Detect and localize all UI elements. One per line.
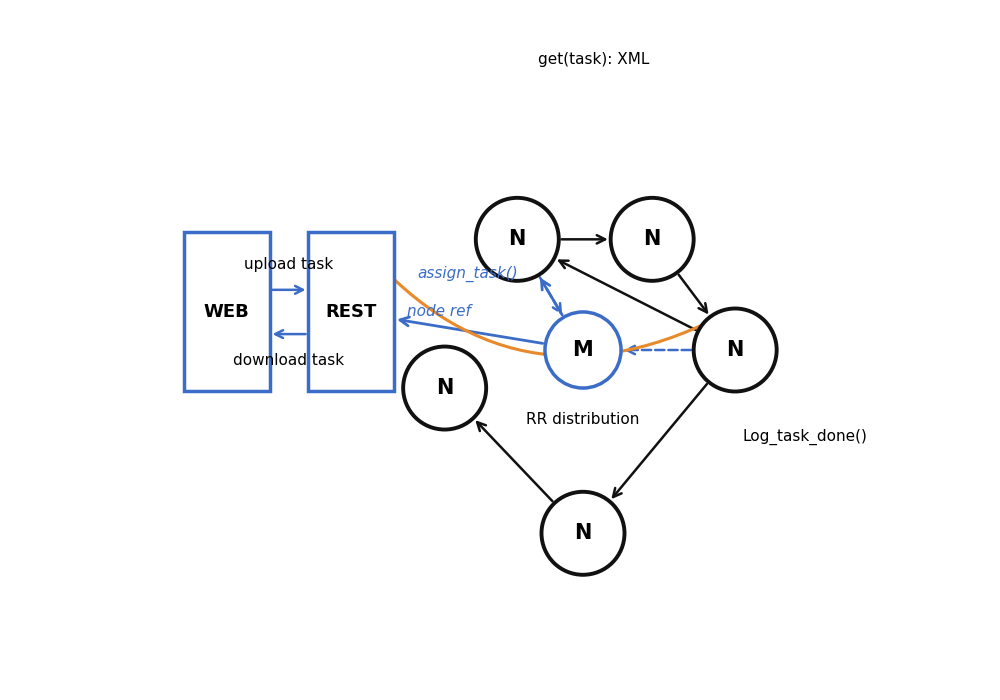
Text: N: N [643, 230, 661, 249]
Text: node ref: node ref [407, 304, 471, 319]
Circle shape [545, 312, 621, 388]
FancyArrowPatch shape [272, 286, 303, 294]
FancyArrowPatch shape [562, 235, 605, 244]
Text: RR distribution: RR distribution [526, 412, 640, 427]
FancyArrowPatch shape [541, 280, 562, 315]
Text: Log_task_done(): Log_task_done() [742, 428, 867, 444]
Text: assign_task(): assign_task() [417, 266, 518, 282]
FancyArrowPatch shape [559, 260, 696, 330]
FancyBboxPatch shape [308, 232, 394, 391]
Circle shape [476, 198, 559, 281]
FancyArrowPatch shape [400, 317, 543, 344]
FancyArrowPatch shape [679, 275, 707, 312]
FancyArrowPatch shape [477, 422, 552, 501]
FancyArrowPatch shape [355, 237, 733, 356]
Circle shape [542, 492, 624, 575]
FancyArrowPatch shape [627, 346, 691, 354]
FancyArrowPatch shape [275, 330, 306, 338]
Text: N: N [509, 230, 526, 249]
Text: WEB: WEB [204, 303, 250, 321]
Text: REST: REST [326, 303, 377, 321]
FancyBboxPatch shape [184, 232, 270, 391]
Text: N: N [574, 524, 592, 543]
Text: upload task: upload task [244, 257, 334, 272]
FancyArrowPatch shape [613, 384, 707, 497]
Text: get(task): XML: get(task): XML [538, 52, 649, 67]
Text: N: N [726, 340, 744, 360]
Text: M: M [573, 340, 593, 360]
Circle shape [694, 309, 777, 391]
Circle shape [611, 198, 694, 281]
Circle shape [403, 346, 486, 430]
FancyArrowPatch shape [540, 277, 561, 312]
Text: N: N [436, 378, 453, 398]
Text: download task: download task [233, 354, 345, 368]
